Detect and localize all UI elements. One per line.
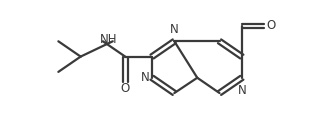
Text: O: O — [120, 82, 130, 95]
Text: NH: NH — [100, 33, 117, 46]
Text: N: N — [170, 23, 179, 36]
Text: O: O — [267, 20, 276, 32]
Text: N: N — [141, 71, 150, 84]
Text: N: N — [238, 84, 246, 97]
